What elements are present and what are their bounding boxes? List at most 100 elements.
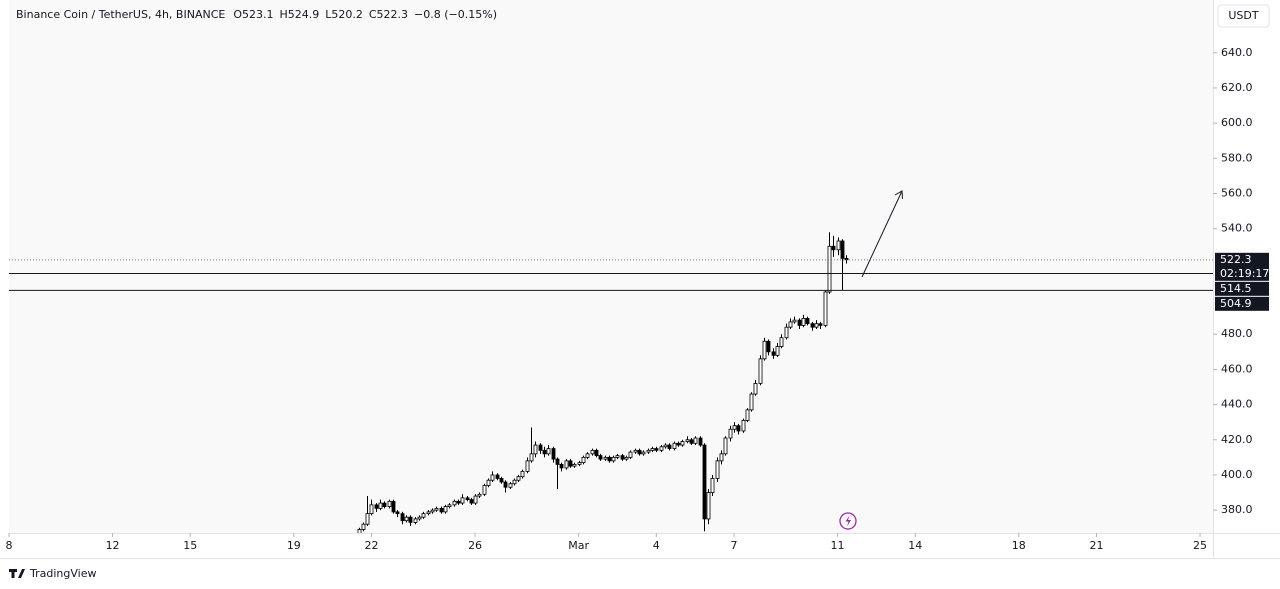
price-label-box xyxy=(1215,281,1269,296)
candle-body xyxy=(598,455,603,460)
candle-body xyxy=(633,449,638,453)
candle-body xyxy=(723,437,728,455)
candle-body xyxy=(676,442,681,446)
candle-body xyxy=(762,340,767,360)
candle-body xyxy=(555,458,560,465)
candle-body xyxy=(615,455,620,458)
candle-body xyxy=(736,425,741,432)
y-tick-label: 580.0 xyxy=(1221,151,1253,164)
candle-body xyxy=(667,444,672,449)
ohlc-value: H524.9 xyxy=(279,8,319,21)
x-tick-label: 7 xyxy=(730,539,737,552)
candle-body xyxy=(715,460,720,479)
candle-body xyxy=(421,513,426,518)
candle-body xyxy=(568,460,573,467)
candle-body xyxy=(473,495,478,504)
candle-body xyxy=(357,529,362,533)
candle-body xyxy=(680,441,685,446)
candle-body xyxy=(581,456,586,464)
currency-button[interactable] xyxy=(1217,4,1270,28)
candle-body xyxy=(434,507,439,511)
x-tick-label: 12 xyxy=(106,539,120,552)
candle-body xyxy=(439,507,444,513)
brand-name: TradingView xyxy=(29,567,96,580)
candle-body xyxy=(486,479,491,486)
candle-body xyxy=(508,483,513,488)
candle-body xyxy=(430,509,435,513)
x-tick-label: 21 xyxy=(1089,539,1103,552)
candle-body xyxy=(559,463,564,469)
candle-body xyxy=(546,448,551,455)
candle-body xyxy=(732,425,737,430)
candle-body xyxy=(477,493,482,497)
candle-body xyxy=(801,317,806,326)
candle-body xyxy=(452,500,457,506)
candle-body xyxy=(365,513,370,525)
countdown: 02:19:17 xyxy=(1220,267,1269,280)
candle-body xyxy=(775,346,780,356)
candle-body xyxy=(529,453,534,462)
candle-body xyxy=(840,240,845,259)
x-tick-label: 11 xyxy=(831,539,845,552)
candle-body xyxy=(827,245,832,293)
candle-body xyxy=(542,449,547,455)
candle-body xyxy=(823,291,828,326)
candle-body xyxy=(784,326,789,339)
y-tick-label: 620.0 xyxy=(1221,81,1253,94)
ohlc-value: L520.2 xyxy=(325,8,363,21)
candle-body xyxy=(685,439,690,442)
symbol-title: Binance Coin / TetherUS, 4h, BINANCE xyxy=(16,8,225,21)
candle-body xyxy=(792,319,797,323)
y-tick-label: 640.0 xyxy=(1221,46,1253,59)
candle-body xyxy=(361,523,366,530)
candles xyxy=(357,232,849,533)
candle-body xyxy=(482,485,487,495)
candle-body xyxy=(469,499,474,504)
candle-body xyxy=(831,245,836,251)
candle-body xyxy=(395,511,400,515)
candle-body xyxy=(499,478,504,483)
ohlc-value: −0.8 (−0.15%) xyxy=(414,8,497,21)
candle-body xyxy=(391,500,396,513)
candle-body xyxy=(818,323,823,326)
y-tick-label: 540.0 xyxy=(1221,222,1253,235)
candle-body xyxy=(590,449,595,455)
candle-body xyxy=(378,502,383,509)
y-tick-label: 440.0 xyxy=(1221,398,1253,411)
candle-body xyxy=(710,478,715,493)
currency-label: USDT xyxy=(1228,9,1259,22)
candle-body xyxy=(810,323,815,328)
candle-body xyxy=(797,319,802,326)
price-label: 514.5 xyxy=(1220,282,1252,295)
trend-arrow xyxy=(861,190,903,278)
candle-body xyxy=(689,439,694,444)
candle-body xyxy=(805,317,810,325)
brand-logo: TradingView xyxy=(9,567,96,580)
candle-body xyxy=(628,451,633,458)
candle-body xyxy=(641,451,646,455)
candle-body xyxy=(702,444,707,520)
x-tick-label: 4 xyxy=(653,539,660,552)
candle-body xyxy=(382,502,387,508)
candle-body xyxy=(624,456,629,460)
plot-area xyxy=(9,0,1213,533)
candle-body xyxy=(646,449,651,453)
lightning xyxy=(845,515,851,527)
x-tick-label: 25 xyxy=(1193,539,1207,552)
ohlc-value: O523.1 xyxy=(233,8,273,21)
candle-body xyxy=(538,444,543,451)
y-tick-label: 460.0 xyxy=(1221,362,1253,375)
candle-body xyxy=(659,446,664,451)
y-tick-label: 380.0 xyxy=(1221,503,1253,516)
candle-body xyxy=(706,492,711,520)
candle-body xyxy=(745,409,750,421)
x-tick-label: 26 xyxy=(468,539,482,552)
events-icon[interactable] xyxy=(839,512,857,530)
x-tick-label: 14 xyxy=(908,539,922,552)
candle-body xyxy=(572,463,577,467)
candle-body xyxy=(400,513,405,522)
candle-body xyxy=(443,506,448,513)
candle-body xyxy=(637,449,642,455)
